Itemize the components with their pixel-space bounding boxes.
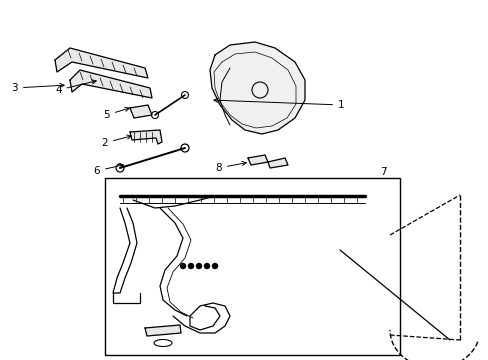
Bar [105,178,399,355]
Text: 7: 7 [379,167,386,177]
Polygon shape [247,155,287,168]
Text: 4: 4 [55,80,96,95]
Polygon shape [145,325,181,336]
Circle shape [212,264,217,269]
Circle shape [188,264,193,269]
Text: 5: 5 [103,107,129,120]
Circle shape [180,264,185,269]
Polygon shape [70,70,152,98]
Polygon shape [130,105,152,118]
Circle shape [204,264,209,269]
Text: 3: 3 [11,83,64,93]
Text: 8: 8 [215,162,245,173]
Text: 2: 2 [101,135,131,148]
Polygon shape [130,130,162,144]
Text: 6: 6 [93,164,123,176]
Text: 1: 1 [213,98,344,110]
Polygon shape [55,48,148,78]
Polygon shape [209,42,305,134]
Circle shape [196,264,201,269]
